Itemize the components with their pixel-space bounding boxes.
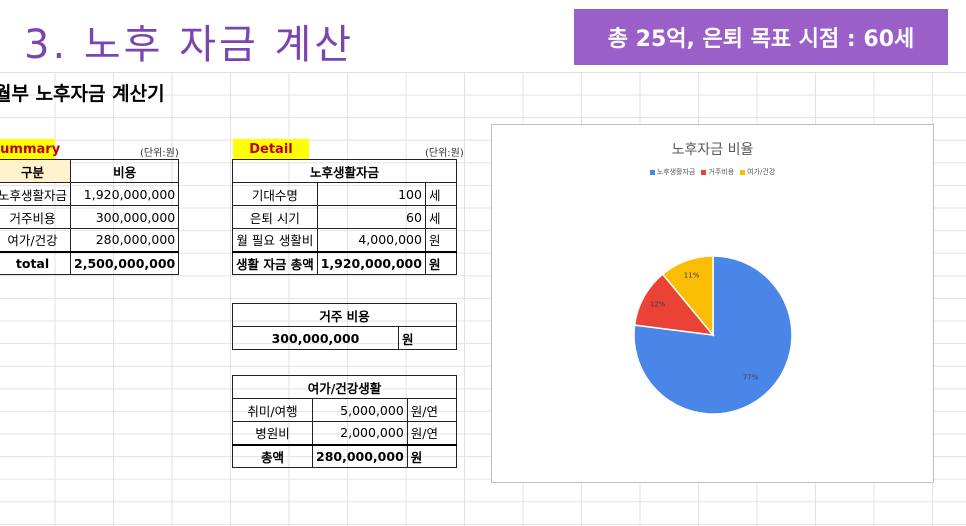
pie-data-label: 12% xyxy=(650,301,666,309)
header-summary-box: 총 25억, 은퇴 목표 시점 : 60세 xyxy=(574,9,948,65)
leisure-row-name[interactable]: 총액 xyxy=(232,443,313,468)
summary-row-value[interactable]: 1,920,000,000 xyxy=(70,182,180,206)
leisure-row-unit[interactable]: 원/연 xyxy=(406,421,458,445)
table-row: 생활 자금 총액 1,920,000,000 원 xyxy=(232,250,458,275)
leisure-row-value[interactable]: 5,000,000 xyxy=(312,398,408,422)
leisure-row-value[interactable]: 2,000,000 xyxy=(312,421,408,445)
living-row-unit[interactable]: 세 xyxy=(424,182,458,206)
summary-row-name[interactable]: 거주비용 xyxy=(0,205,72,229)
table-row: 여가/건강 280,000,000 xyxy=(0,228,180,252)
summary-row-name[interactable]: 여가/건강 xyxy=(0,228,72,252)
summary-row-value[interactable]: 300,000,000 xyxy=(70,205,180,229)
leisure-row-name[interactable]: 병원비 xyxy=(232,421,313,445)
leisure-row-unit[interactable]: 원 xyxy=(406,443,458,468)
housing-header[interactable]: 거주 비용 xyxy=(232,303,457,327)
housing-table: 거주 비용 300,000,000 원 xyxy=(232,303,457,350)
chart-legend: 노후생활자금 거주비용 여가/건강 xyxy=(492,167,933,177)
living-row-name[interactable]: 은퇴 시기 xyxy=(232,205,318,229)
chart-title: 노후자금 비율 xyxy=(671,142,754,158)
legend-swatch xyxy=(649,169,655,175)
detail-label: Detail xyxy=(233,139,309,159)
pie-data-label: 77% xyxy=(743,374,759,382)
legend-item: 여가/건강 xyxy=(740,167,775,177)
legend-swatch xyxy=(740,169,746,175)
sheet-title: 월부 노후자금 계산기 xyxy=(0,83,165,105)
living-row-name[interactable]: 기대수명 xyxy=(232,182,318,206)
summary-unit-note: (단위:원) xyxy=(140,148,179,159)
table-row: 노후생활자금 1,920,000,000 xyxy=(0,182,180,206)
table-row: 총액 280,000,000 원 xyxy=(232,443,458,468)
legend-label: 거주비용 xyxy=(708,168,735,176)
summary-row-value[interactable]: 280,000,000 xyxy=(70,228,180,252)
table-row: 300,000,000 원 xyxy=(232,326,457,350)
leisure-table: 여가/건강생활 취미/여행 5,000,000 원/연 병원비 2,000,00… xyxy=(232,375,458,468)
summary-row-name[interactable]: 노후생활자금 xyxy=(0,182,72,206)
living-row-value[interactable]: 1,920,000,000 xyxy=(316,250,426,275)
table-row: 병원비 2,000,000 원/연 xyxy=(232,421,458,445)
legend-label: 여가/건강 xyxy=(747,168,776,176)
table-row: 월 필요 생활비 4,000,000 원 xyxy=(232,228,458,252)
living-row-name[interactable]: 생활 자금 총액 xyxy=(232,250,318,275)
housing-unit[interactable]: 원 xyxy=(398,326,457,350)
summary-label: Summary xyxy=(0,139,60,159)
summary-total-value[interactable]: 2,500,000,000 xyxy=(70,250,180,275)
table-row: 기대수명 100 세 xyxy=(232,182,458,206)
detail-unit-note: (단위:원) xyxy=(425,148,464,159)
living-row-unit[interactable]: 원 xyxy=(424,228,458,252)
legend-item: 거주비용 xyxy=(701,167,734,177)
pie-data-label: 11% xyxy=(684,272,700,280)
living-row-unit[interactable]: 세 xyxy=(424,205,458,229)
summary-table: 구분 비용 노후생활자금 1,920,000,000 거주비용 300,000,… xyxy=(0,159,180,275)
living-row-name[interactable]: 월 필요 생활비 xyxy=(232,228,318,252)
pie-plot-area: 77% 12% 11% xyxy=(633,255,793,415)
table-row: 은퇴 시기 60 세 xyxy=(232,205,458,229)
pie-slice[interactable] xyxy=(633,273,715,336)
summary-col-cost[interactable]: 비용 xyxy=(70,159,180,183)
summary-col-category[interactable]: 구분 xyxy=(0,159,72,183)
legend-swatch xyxy=(701,169,707,175)
living-fund-header[interactable]: 노후생활자금 xyxy=(232,159,457,183)
leisure-header[interactable]: 여가/건강생활 xyxy=(232,375,457,399)
living-row-value[interactable]: 100 xyxy=(316,182,426,206)
leisure-row-value[interactable]: 280,000,000 xyxy=(312,443,408,468)
legend-label: 노후생활자금 xyxy=(656,168,696,176)
living-row-unit[interactable]: 원 xyxy=(424,250,458,275)
leisure-row-name[interactable]: 취미/여행 xyxy=(232,398,313,422)
table-row: total 2,500,000,000 xyxy=(0,250,180,275)
table-row: 취미/여행 5,000,000 원/연 xyxy=(232,398,458,422)
pie-slice[interactable] xyxy=(661,255,714,338)
table-row: 거주비용 300,000,000 xyxy=(0,205,180,229)
housing-value[interactable]: 300,000,000 xyxy=(232,326,399,350)
living-fund-table: 노후생활자금 기대수명 100 세 은퇴 시기 60 세 월 필요 생활비 4,… xyxy=(232,159,458,275)
legend-item: 노후생활자금 xyxy=(649,167,696,177)
slide-title: 3. 노후 자금 계산 xyxy=(24,22,355,68)
living-row-value[interactable]: 60 xyxy=(316,205,426,229)
leisure-row-unit[interactable]: 원/연 xyxy=(406,398,458,422)
pie-chart[interactable]: 노후자금 비율 노후생활자금 거주비용 여가/건강 77% 12% 11% xyxy=(491,124,934,483)
living-row-value[interactable]: 4,000,000 xyxy=(316,228,426,252)
summary-total-label[interactable]: total xyxy=(0,250,72,275)
